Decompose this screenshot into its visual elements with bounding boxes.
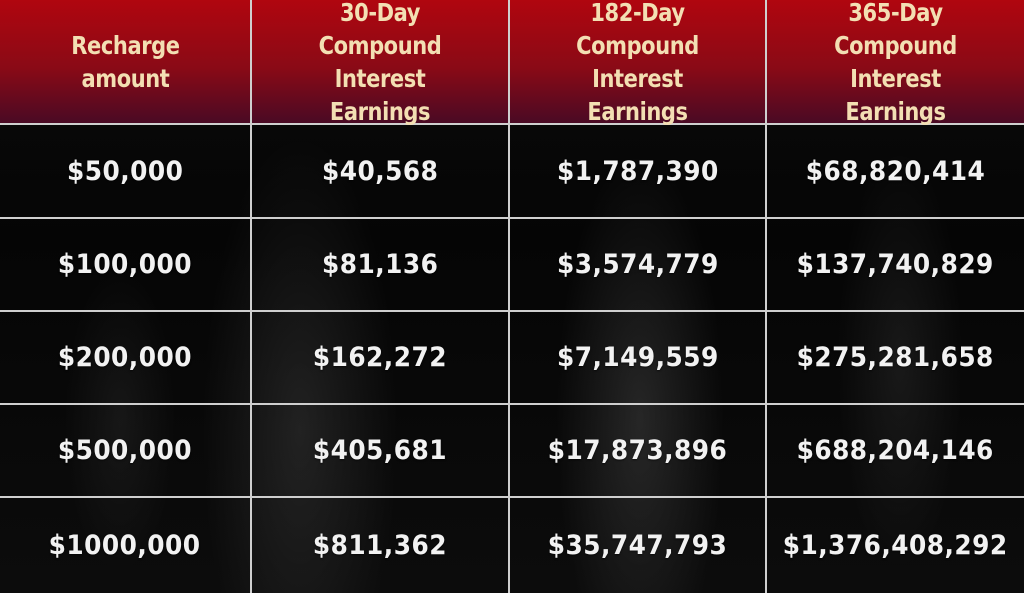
table-cell: $1,376,408,292 <box>767 498 1024 593</box>
header-365-day-label: 365-Day Compound Interest Earnings <box>834 0 957 126</box>
cell-value: $68,820,414 <box>805 155 986 187</box>
header-182-day: 182-Day Compound Interest Earnings <box>510 0 767 126</box>
cell-value: $1,787,390 <box>556 155 719 187</box>
table-cell: $162,272 <box>252 312 510 405</box>
cell-value: $275,281,658 <box>796 342 995 373</box>
cell-value: $50,000 <box>66 155 184 187</box>
table-cell: $811,362 <box>252 498 510 593</box>
header-30-day-label: 30-Day Compound Interest Earnings <box>318 0 442 126</box>
header-recharge-amount: Recharge amount <box>0 0 252 125</box>
table-cell: $688,204,146 <box>767 405 1024 498</box>
table-cell: $100,000 <box>0 219 252 312</box>
cell-value: $40,568 <box>321 155 439 187</box>
table-cell: $17,873,896 <box>510 405 767 498</box>
cell-value: $500,000 <box>57 435 193 466</box>
cell-value: $3,574,779 <box>556 249 719 280</box>
cell-value: $137,740,829 <box>796 249 995 280</box>
cell-value: $81,136 <box>321 249 439 280</box>
table-cell: $68,820,414 <box>767 125 1024 219</box>
cell-value: $100,000 <box>57 249 193 280</box>
cell-value: $35,747,793 <box>547 530 728 561</box>
cell-value: $1,376,408,292 <box>783 530 1008 561</box>
table-cell: $7,149,559 <box>510 312 767 405</box>
table-cell: $3,574,779 <box>510 219 767 312</box>
table-cell: $35,747,793 <box>510 498 767 593</box>
cell-value: $811,362 <box>312 530 448 561</box>
cell-value: $17,873,896 <box>547 435 728 466</box>
table-cell: $40,568 <box>252 125 510 219</box>
table-cell: $81,136 <box>252 219 510 312</box>
table-cell: $500,000 <box>0 405 252 498</box>
header-365-day: 365-Day Compound Interest Earnings <box>767 0 1024 126</box>
header-30-day: 30-Day Compound Interest Earnings <box>252 0 510 126</box>
cell-value: $688,204,146 <box>796 435 995 466</box>
header-recharge-amount-label: Recharge amount <box>70 30 180 93</box>
table-cell: $200,000 <box>0 312 252 405</box>
cell-value: $200,000 <box>57 342 193 373</box>
cell-value: $405,681 <box>312 435 448 466</box>
cell-value: $1000,000 <box>49 530 201 561</box>
table-cell: $50,000 <box>0 125 252 219</box>
table-cell: $1,787,390 <box>510 125 767 219</box>
table-cell: $275,281,658 <box>767 312 1024 405</box>
table-cell: $405,681 <box>252 405 510 498</box>
cell-value: $7,149,559 <box>556 342 719 373</box>
table-cell: $137,740,829 <box>767 219 1024 312</box>
cell-value: $162,272 <box>312 342 448 373</box>
table-cell: $1000,000 <box>0 498 252 593</box>
header-182-day-label: 182-Day Compound Interest Earnings <box>576 0 699 126</box>
